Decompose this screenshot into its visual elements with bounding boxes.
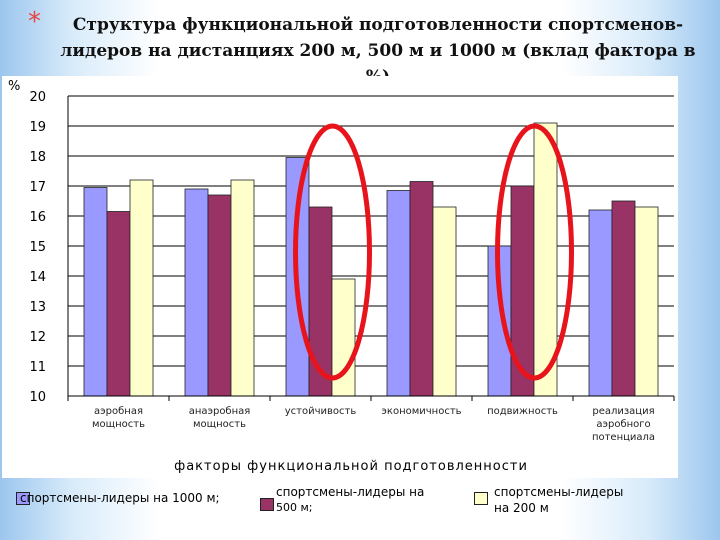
bar — [386, 190, 411, 397]
legend-text-200m-line2: на 200 м — [494, 501, 549, 515]
bar — [207, 194, 232, 397]
x-category-label: аэробная — [94, 406, 143, 417]
slide-header: * Структура функциональной подготовленно… — [28, 7, 704, 87]
axis-labels: 10 11 12 13 14 15 16 17 18 19 20% аэробная мощность а… — [8, 79, 655, 474]
legend-text-500m-line2: 500 м; — [276, 501, 313, 514]
bar-chart: 10 11 12 13 14 15 16 17 18 19 20% аэробная мощность а… — [8, 79, 675, 474]
bar — [184, 188, 209, 397]
y-tick-label: 17 — [29, 180, 46, 195]
y-tick-label: 13 — [29, 300, 46, 315]
x-axis-label: факторы функциональной подготовленности — [174, 459, 528, 474]
bullet-star: * — [28, 7, 41, 37]
legend-swatch-200m — [474, 492, 488, 505]
legend-label-500m: спортсмены-лидеры на 500 м; — [276, 484, 424, 516]
legend-text-500m-line1: спортсмены-лидеры на — [276, 485, 425, 499]
bar — [129, 179, 154, 397]
y-tick-label: 18 — [29, 150, 46, 165]
bar — [588, 209, 613, 397]
x-category-label: потенциала — [592, 432, 655, 443]
y-axis-label: % — [8, 79, 20, 94]
slide-title: Структура функциональной подготовленност… — [60, 15, 696, 87]
y-tick-label: 16 — [29, 210, 46, 225]
legend-text-200m-line1: спортсмены-лидеры — [494, 485, 624, 499]
axes — [67, 96, 675, 401]
legend-label-200m: спортсмены-лидеры на 200 м — [494, 484, 623, 516]
bar — [230, 179, 255, 397]
y-tick-label: 11 — [29, 360, 46, 375]
bar — [432, 206, 457, 397]
bar — [106, 211, 131, 397]
bar — [83, 187, 108, 397]
y-tick-label: 20 — [29, 90, 46, 105]
x-category-label: аэробного — [596, 419, 650, 430]
legend-label-1000m: спортсмены-лидеры на 1000 м; — [20, 490, 220, 506]
legend-text-1000m: спортсмены-лидеры на 1000 м; — [20, 491, 220, 505]
bar — [634, 206, 659, 397]
x-category-label: устойчивость — [285, 406, 357, 417]
highlight-ellipses — [293, 123, 574, 381]
x-category-label: мощность — [92, 419, 145, 430]
y-tick-label: 19 — [29, 120, 46, 135]
bars — [83, 122, 659, 397]
chart-panel: 10 11 12 13 14 15 16 17 18 19 20% аэробная мощность а… — [2, 76, 678, 478]
x-category-label: реализация — [592, 406, 654, 417]
legend-swatch-500m — [260, 498, 274, 511]
y-tick-label: 12 — [29, 330, 46, 345]
y-tick-label: 14 — [29, 270, 46, 285]
bar — [611, 200, 636, 397]
highlight-ellipse — [293, 123, 372, 381]
bar — [510, 185, 535, 397]
x-category-label: мощность — [193, 419, 246, 430]
highlight-ellipse — [495, 123, 574, 381]
x-category-label: подвижность — [487, 406, 558, 417]
bar — [409, 181, 434, 397]
y-tick-label: 10 — [29, 390, 46, 405]
legend-swatch-1000m — [16, 492, 30, 505]
y-tick-label: 15 — [29, 240, 46, 255]
chart-legend: спортсмены-лидеры на 1000 м; спортсмены-… — [0, 482, 720, 540]
x-category-label: экономичность — [381, 406, 461, 417]
x-category-label: анаэробная — [189, 406, 251, 417]
